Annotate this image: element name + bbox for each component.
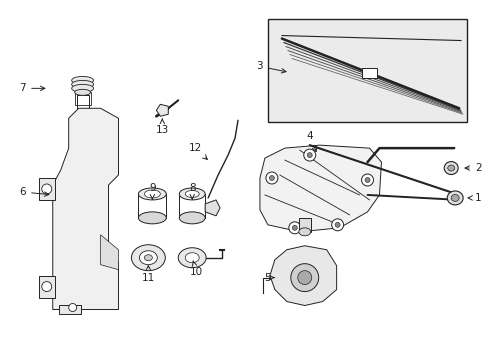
Ellipse shape (178, 248, 206, 268)
Ellipse shape (144, 190, 160, 198)
Circle shape (265, 172, 277, 184)
Circle shape (361, 174, 373, 186)
Ellipse shape (138, 188, 166, 200)
Ellipse shape (138, 212, 166, 224)
Ellipse shape (72, 76, 93, 84)
Circle shape (292, 225, 297, 230)
Bar (298, 218, 310, 232)
Ellipse shape (139, 251, 157, 265)
Circle shape (334, 222, 340, 227)
Text: 3: 3 (256, 62, 285, 73)
Text: 7: 7 (20, 84, 45, 93)
Ellipse shape (131, 245, 165, 271)
Circle shape (68, 303, 77, 311)
Bar (59, 305, 81, 315)
Text: 11: 11 (142, 266, 155, 283)
Ellipse shape (72, 84, 93, 92)
Circle shape (331, 219, 343, 231)
Bar (267, 19, 466, 122)
Polygon shape (269, 246, 336, 306)
Polygon shape (205, 200, 220, 216)
Text: 9: 9 (149, 183, 155, 199)
Ellipse shape (185, 253, 199, 263)
Text: 6: 6 (20, 187, 49, 197)
Circle shape (303, 149, 315, 161)
Circle shape (290, 264, 318, 292)
Text: 13: 13 (155, 119, 168, 135)
Circle shape (364, 177, 369, 183)
Ellipse shape (179, 212, 205, 224)
Ellipse shape (75, 89, 90, 95)
Circle shape (41, 184, 52, 194)
Bar (361, 68, 377, 78)
Polygon shape (53, 108, 118, 310)
Circle shape (288, 222, 300, 234)
Ellipse shape (185, 190, 199, 197)
Text: 4: 4 (306, 131, 316, 152)
Circle shape (269, 176, 274, 180)
Ellipse shape (443, 162, 457, 175)
Circle shape (297, 271, 311, 285)
Text: 12: 12 (188, 143, 207, 159)
Text: 1: 1 (467, 193, 480, 203)
Text: 10: 10 (189, 261, 203, 276)
Bar (39, 178, 55, 200)
Polygon shape (101, 235, 118, 270)
Bar (39, 276, 55, 298)
Circle shape (41, 282, 52, 292)
Ellipse shape (144, 255, 152, 261)
Ellipse shape (447, 165, 454, 171)
Circle shape (306, 153, 312, 158)
Ellipse shape (179, 188, 205, 200)
Ellipse shape (447, 191, 462, 205)
Text: 2: 2 (464, 163, 480, 173)
Polygon shape (156, 104, 168, 116)
Text: 8: 8 (188, 183, 195, 199)
Ellipse shape (72, 80, 93, 88)
Ellipse shape (450, 194, 458, 201)
Text: 5: 5 (264, 273, 274, 283)
Ellipse shape (298, 228, 310, 236)
Polygon shape (260, 145, 381, 232)
